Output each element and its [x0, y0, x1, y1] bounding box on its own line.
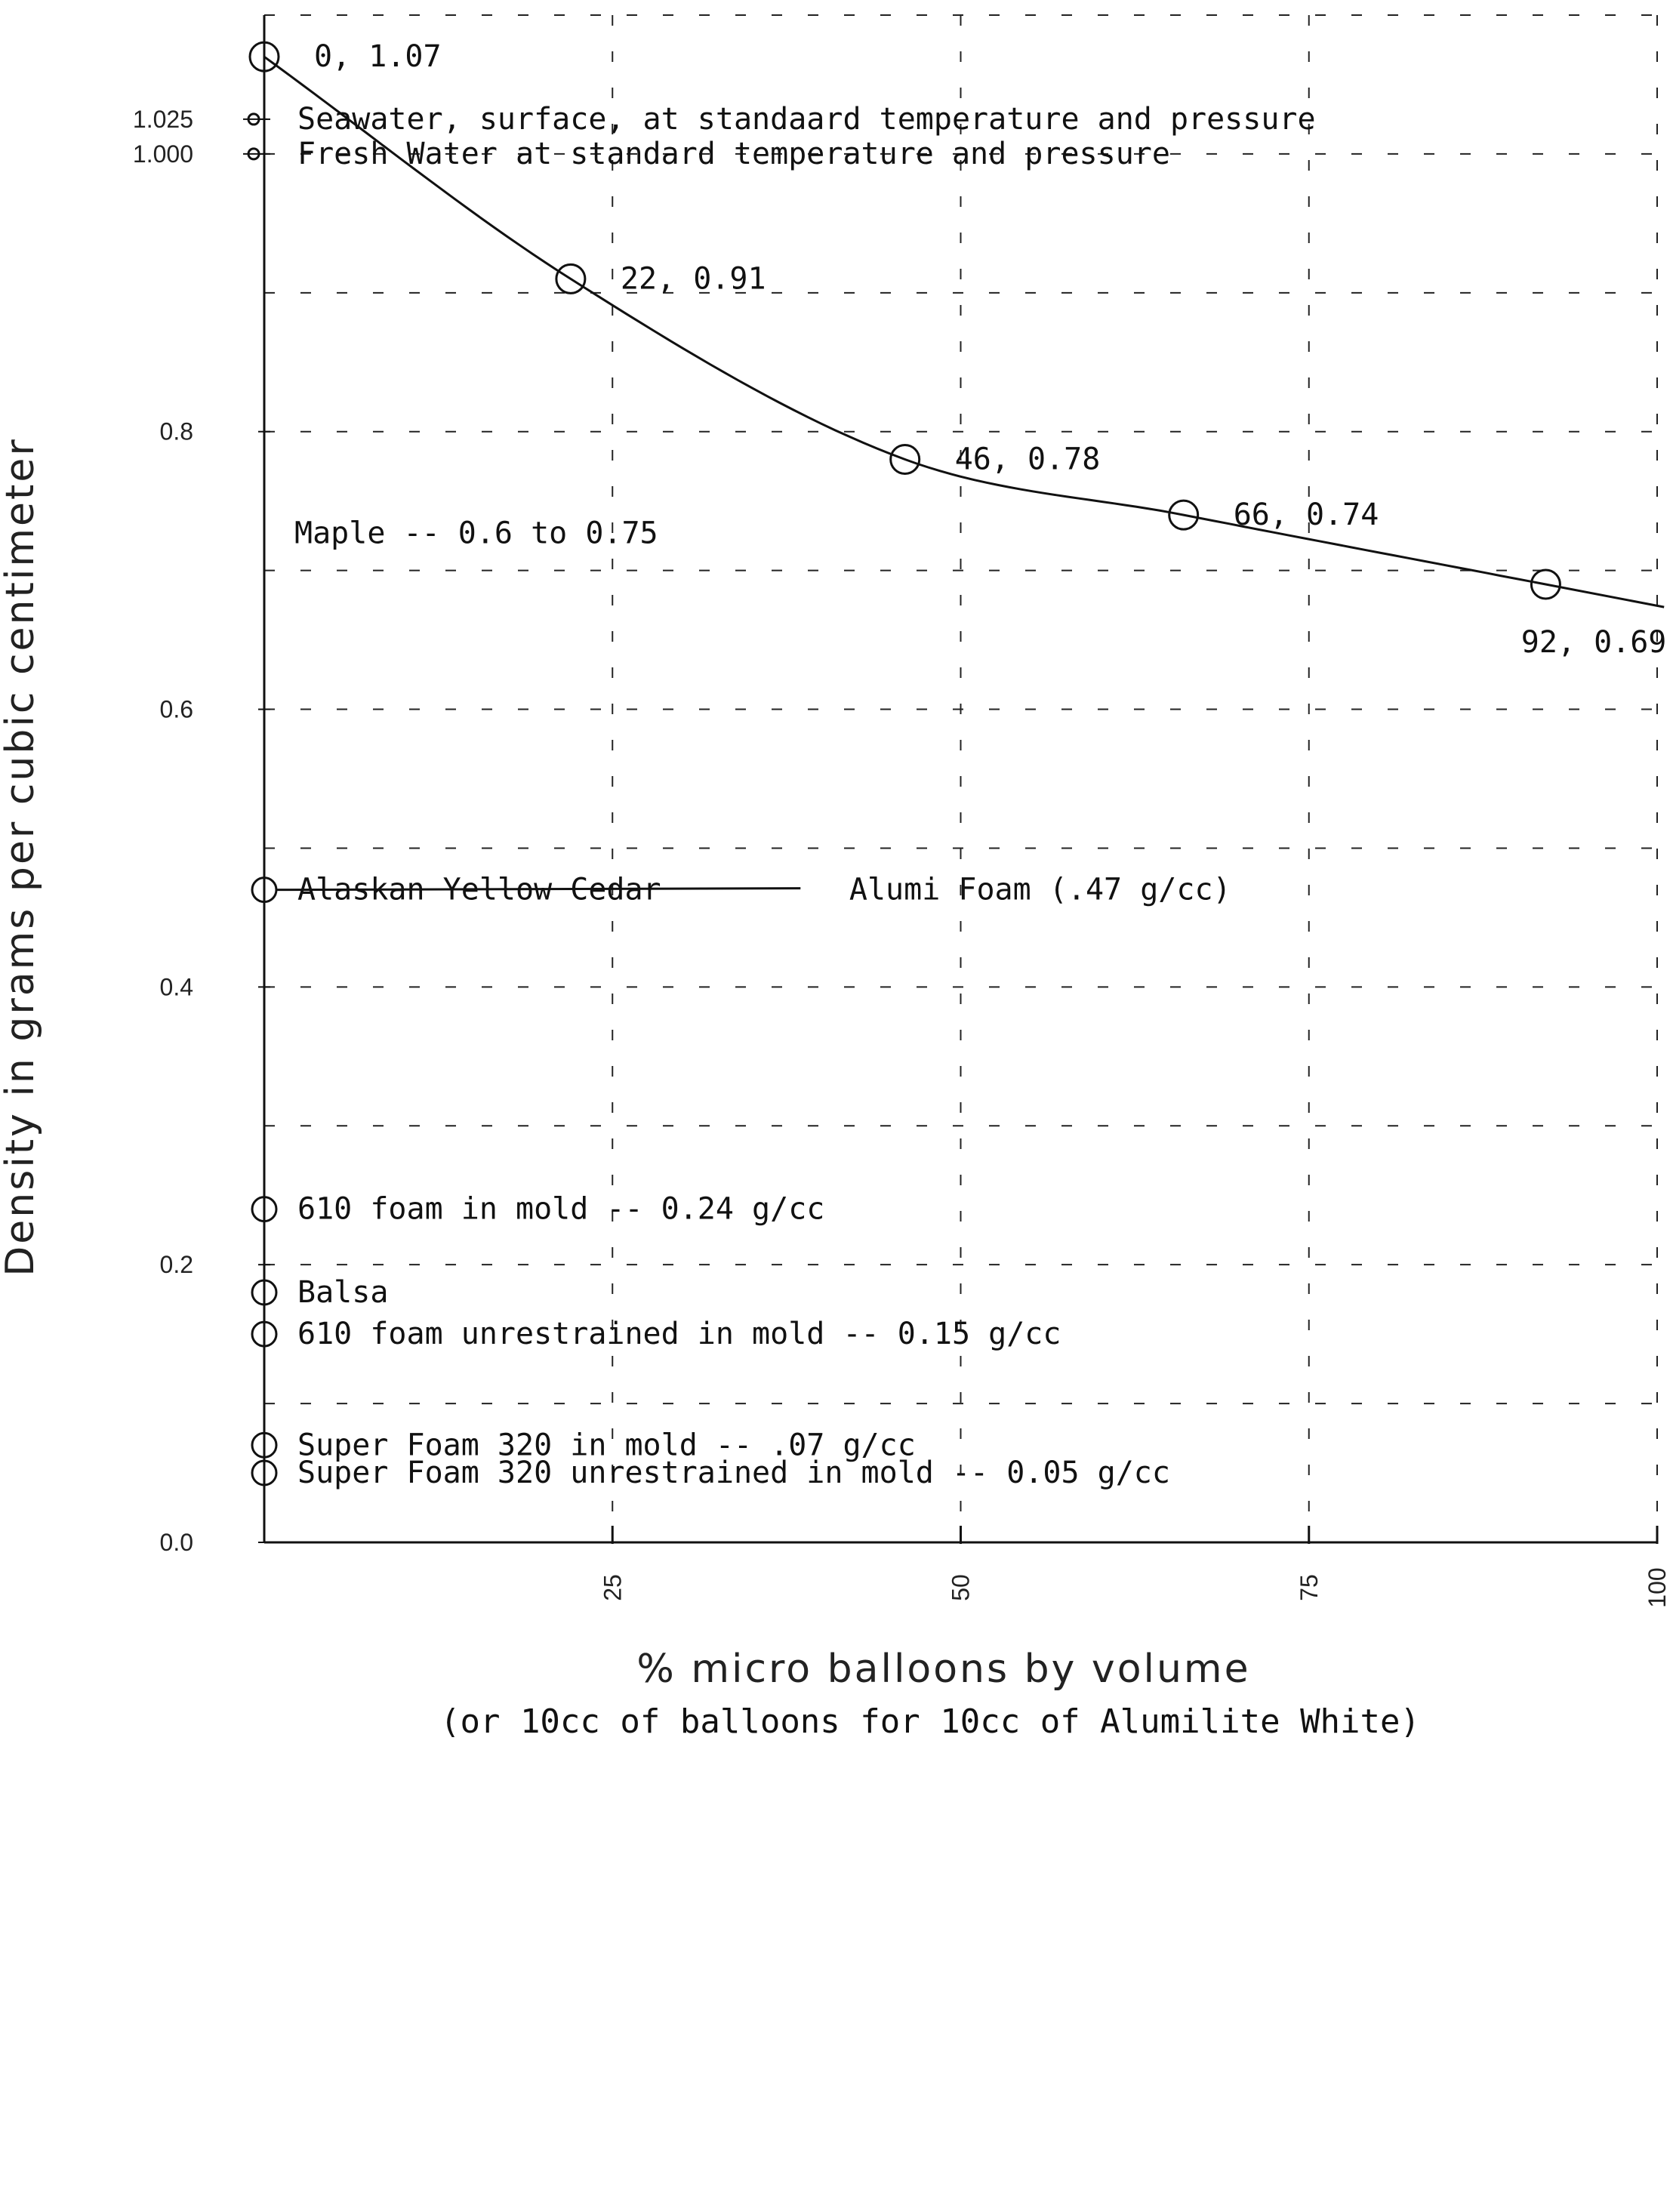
y-tick-label: 0.6 [160, 696, 193, 723]
reference-marker [251, 1320, 278, 1348]
reference-label: Alaskan Yellow Cedar [297, 873, 661, 907]
x-tick-label: 75 [1296, 1574, 1323, 1601]
reference-marker [251, 1431, 278, 1459]
axes-layer: 25 50 75 100 0.0 0.2 0.4 0.6 0.8 1.000 1.025 [133, 15, 1671, 1608]
y-tick-label: 1.000 [133, 140, 193, 168]
grid-layer [264, 14, 1658, 1542]
y-tick-label: 0.0 [160, 1529, 193, 1556]
y-tick-label: 0.2 [160, 1251, 193, 1278]
reference-label: 610 foam in mold -- 0.24 g/cc [297, 1192, 824, 1227]
label-layer: Seawater, surface, at standaard temperat… [294, 39, 1666, 1490]
reference-marker [251, 1279, 278, 1306]
reference-label: Seawater, surface, at standaard temperat… [297, 102, 1316, 137]
x-tick-label: 50 [947, 1574, 975, 1601]
y-tick-label: 1.025 [133, 106, 193, 133]
reference-layer [243, 112, 801, 1486]
x-tick-label: 100 [1644, 1567, 1671, 1607]
reference-marker [251, 1459, 278, 1486]
data-point [1168, 499, 1200, 531]
data-point-label: 92, 0.69 [1521, 625, 1667, 660]
reference-label: Balsa [297, 1275, 388, 1310]
series-layer [248, 41, 1665, 608]
x-axis-subtitle: (or 10cc of balloons for 10cc of Alumili… [440, 1702, 1420, 1741]
reference-label: Alumi Foam (.47 g/cc) [849, 873, 1231, 907]
cedar-line [276, 887, 801, 892]
series-line [263, 55, 1665, 608]
x-tick-label: 25 [599, 1574, 626, 1601]
data-point [555, 263, 587, 294]
y-axis-title: Density in grams per cubic centimeter [0, 437, 43, 1277]
data-point-label: 0, 1.07 [314, 39, 442, 74]
reference-label: Fresh Water at standard temperature and … [297, 137, 1170, 171]
y-tick-label: 0.8 [160, 418, 193, 445]
data-point-label: 66, 0.74 [1234, 498, 1379, 532]
data-point [889, 444, 921, 476]
data-point [1530, 568, 1561, 600]
x-axis-title: % micro balloons by volume [636, 1647, 1250, 1692]
reference-label: 610 foam unrestrained in mold -- 0.15 g/… [297, 1317, 1061, 1351]
reference-label: Super Foam 320 unrestrained in mold -- 0… [297, 1456, 1170, 1490]
reference-marker [251, 1196, 278, 1223]
reference-label: Maple -- 0.6 to 0.75 [294, 516, 658, 551]
data-point-label: 46, 0.78 [955, 442, 1101, 477]
data-point-label: 22, 0.91 [621, 261, 766, 296]
reference-label: Super Foam 320 in mold -- .07 g/cc [297, 1428, 916, 1462]
data-point [248, 41, 280, 72]
y-tick-label: 0.4 [160, 973, 193, 1000]
